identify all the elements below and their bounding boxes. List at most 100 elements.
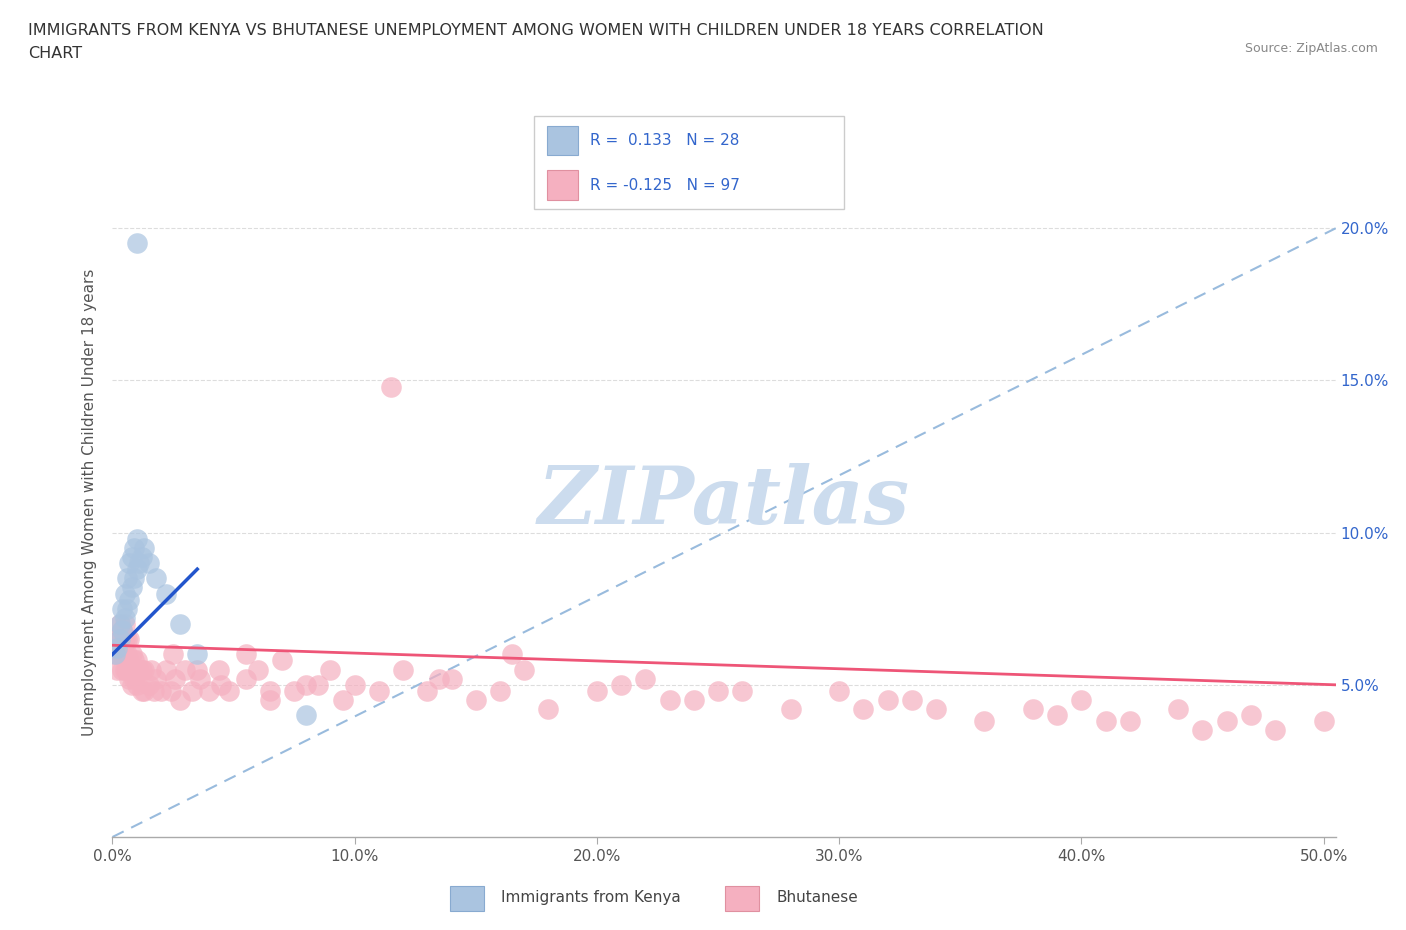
Point: [121, 662, 143, 677]
Point: [118, 653, 141, 668]
Point: [828, 684, 851, 698]
Point: [104, 647, 127, 662]
Point: [1191, 723, 1213, 737]
Point: [186, 662, 208, 677]
Point: [125, 562, 148, 577]
Point: [124, 571, 146, 586]
Y-axis label: Unemployment Among Women with Children Under 18 years: Unemployment Among Women with Children U…: [82, 269, 97, 736]
Point: [118, 631, 141, 646]
Point: [165, 671, 187, 686]
Point: [138, 677, 160, 692]
Point: [162, 647, 184, 662]
Point: [307, 677, 329, 692]
Point: [114, 631, 136, 646]
Point: [125, 236, 148, 251]
Point: [149, 684, 172, 698]
Point: [586, 684, 609, 698]
Point: [111, 602, 134, 617]
Point: [132, 662, 155, 677]
Point: [208, 662, 231, 677]
Point: [235, 671, 257, 686]
Point: [132, 684, 155, 698]
Point: [186, 647, 208, 662]
Point: [118, 671, 141, 686]
Point: [114, 610, 136, 625]
Text: Source: ZipAtlas.com: Source: ZipAtlas.com: [1244, 42, 1378, 55]
Point: [115, 571, 138, 586]
Point: [128, 662, 150, 677]
Text: IMMIGRANTS FROM KENYA VS BHUTANESE UNEMPLOYMENT AMONG WOMEN WITH CHILDREN UNDER : IMMIGRANTS FROM KENYA VS BHUTANESE UNEMP…: [28, 23, 1043, 38]
Point: [1167, 702, 1189, 717]
Point: [111, 622, 134, 637]
FancyBboxPatch shape: [534, 116, 844, 209]
Point: [1070, 693, 1092, 708]
Point: [319, 662, 342, 677]
Point: [973, 714, 995, 729]
Point: [731, 684, 754, 698]
Point: [131, 550, 153, 565]
Point: [131, 684, 153, 698]
Point: [111, 662, 134, 677]
Point: [1094, 714, 1116, 729]
Bar: [725, 885, 759, 911]
Point: [125, 653, 148, 668]
Point: [513, 662, 536, 677]
Point: [169, 693, 191, 708]
Point: [901, 693, 924, 708]
Point: [128, 555, 150, 570]
Point: [174, 662, 197, 677]
Point: [1046, 708, 1069, 723]
Text: Bhutanese: Bhutanese: [776, 890, 858, 905]
Point: [125, 677, 148, 692]
Point: [440, 671, 463, 686]
Point: [537, 702, 560, 717]
Point: [114, 586, 136, 601]
Point: [115, 647, 138, 662]
Point: [271, 653, 294, 668]
Point: [105, 631, 128, 646]
Point: [779, 702, 801, 717]
Text: Immigrants from Kenya: Immigrants from Kenya: [501, 890, 681, 905]
Point: [115, 602, 138, 617]
Point: [707, 684, 730, 698]
Point: [259, 693, 281, 708]
Point: [124, 653, 146, 668]
Point: [108, 631, 131, 646]
Point: [141, 662, 163, 677]
Point: [111, 622, 134, 637]
Point: [142, 684, 165, 698]
Point: [295, 708, 318, 723]
Point: [125, 531, 148, 546]
Point: [132, 540, 155, 555]
Point: [114, 617, 136, 631]
Bar: [450, 885, 484, 911]
Point: [1240, 708, 1263, 723]
Point: [1119, 714, 1142, 729]
Point: [1312, 714, 1334, 729]
Point: [876, 693, 898, 708]
Point: [610, 677, 633, 692]
Point: [131, 662, 153, 677]
Point: [155, 586, 177, 601]
Text: ZIPatlas: ZIPatlas: [538, 463, 910, 541]
Point: [121, 647, 143, 662]
Point: [368, 684, 391, 698]
Point: [114, 662, 136, 677]
Point: [108, 647, 131, 662]
Point: [332, 693, 354, 708]
Point: [1022, 702, 1045, 717]
Point: [343, 677, 366, 692]
Point: [181, 684, 204, 698]
Point: [658, 693, 681, 708]
Point: [188, 671, 211, 686]
Point: [159, 684, 181, 698]
Point: [105, 662, 128, 677]
Point: [634, 671, 657, 686]
Point: [145, 671, 167, 686]
Point: [235, 647, 257, 662]
Point: [121, 550, 143, 565]
Point: [464, 693, 486, 708]
Point: [111, 647, 134, 662]
Point: [852, 702, 875, 717]
Point: [124, 540, 146, 555]
